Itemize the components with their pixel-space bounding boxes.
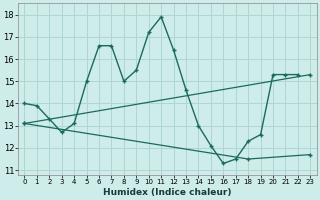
X-axis label: Humidex (Indice chaleur): Humidex (Indice chaleur)	[103, 188, 232, 197]
